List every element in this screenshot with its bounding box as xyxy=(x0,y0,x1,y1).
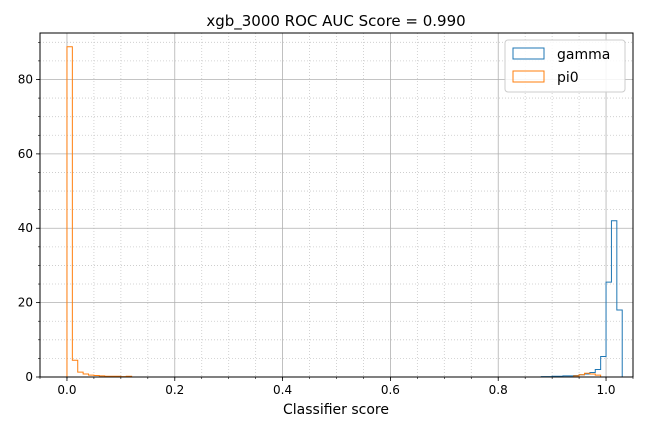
series-pi0-tail-histogram xyxy=(573,372,602,377)
legend-label-gamma: gamma xyxy=(557,47,610,63)
series-layer xyxy=(66,46,623,378)
series-pi0-histogram xyxy=(66,46,133,378)
legend-swatch-gamma xyxy=(512,47,545,60)
y-tick-label: 0 xyxy=(25,370,33,384)
x-tick-label: 0.4 xyxy=(273,383,292,397)
y-tick-label: 20 xyxy=(18,296,33,310)
legend-label-pi0: pi0 xyxy=(557,70,579,86)
legend: gamma pi0 xyxy=(504,39,626,93)
legend-box xyxy=(504,39,626,93)
series-gamma-histogram xyxy=(498,220,623,378)
x-tick-label: 0.0 xyxy=(57,383,76,397)
legend-swatch-pi0 xyxy=(512,70,545,83)
y-tick-label: 40 xyxy=(18,221,33,235)
x-axis-label: Classifier score xyxy=(283,402,389,418)
x-tick-label: 0.6 xyxy=(381,383,400,397)
axis-ticks: 0.0 0.2 0.4 0.6 0.8 1.0 0 20 40 60 80 xyxy=(18,41,634,397)
y-tick-label: 60 xyxy=(18,147,33,161)
chart-title: xgb_3000 ROC AUC Score = 0.990 xyxy=(206,12,465,31)
x-tick-label: 0.2 xyxy=(165,383,184,397)
x-tick-label: 0.8 xyxy=(489,383,508,397)
y-tick-label: 80 xyxy=(18,72,33,86)
x-tick-label: 1.0 xyxy=(596,383,615,397)
